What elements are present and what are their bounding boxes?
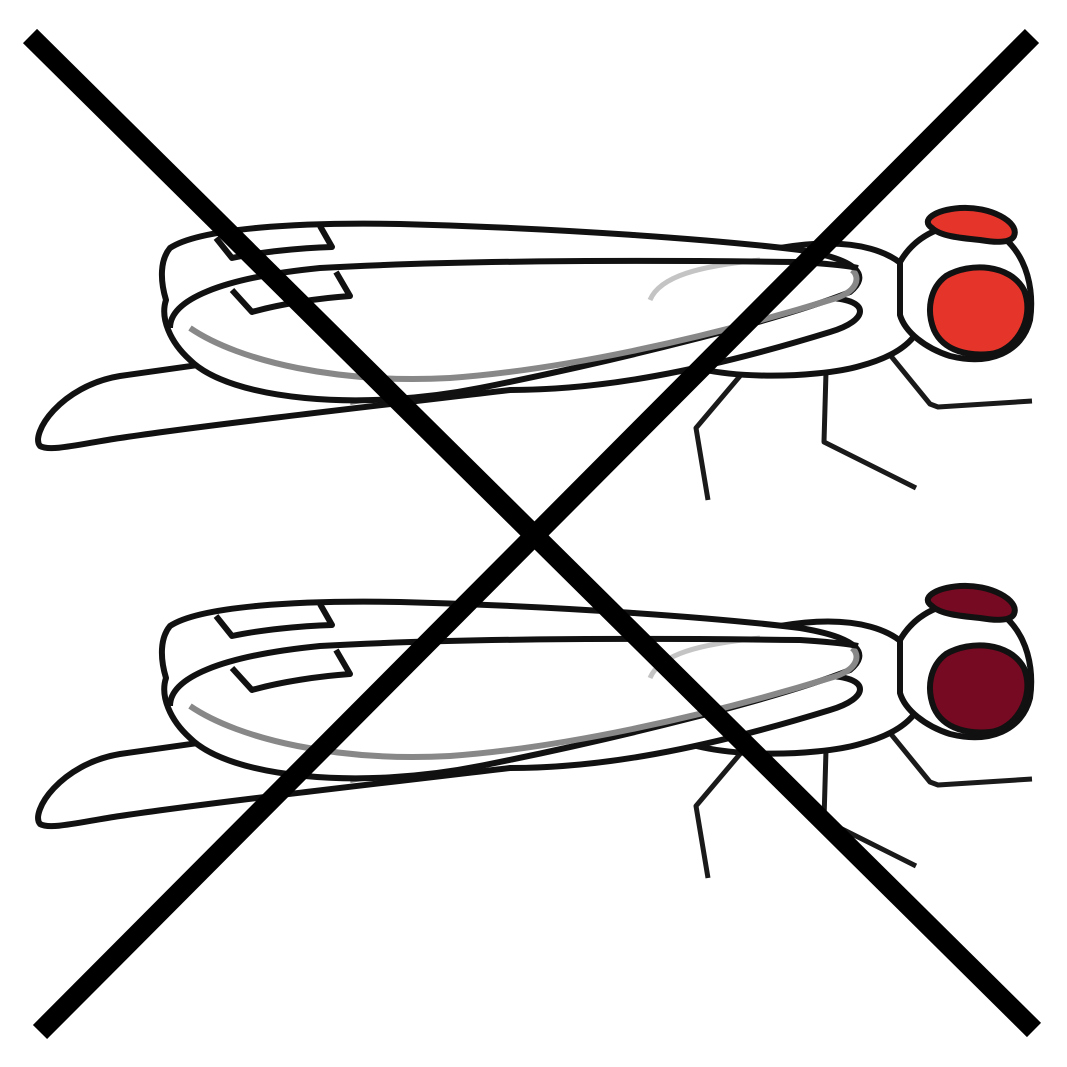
fly-bottom-part <box>693 752 742 879</box>
fly-bottom-part <box>213 602 335 639</box>
fly-bottom-part <box>229 648 353 693</box>
fly-bottom-part <box>884 726 1033 788</box>
fly-top-part <box>884 348 1033 410</box>
fly-top-part <box>188 267 860 382</box>
fly-top-eye <box>924 204 1018 245</box>
fly-bottom-eye <box>924 582 1018 623</box>
cross-stroke-ascending <box>32 28 1040 1040</box>
fly-top <box>35 204 1035 501</box>
fly-top-part <box>693 374 742 501</box>
fly-bottom-part <box>188 645 860 760</box>
fly-top-part <box>821 371 918 491</box>
fly-top-eye <box>927 264 1031 358</box>
fly-top-part <box>213 224 335 261</box>
fly-bottom-eye <box>927 642 1031 736</box>
fly-bottom-part <box>167 635 859 707</box>
fly-bottom <box>35 582 1035 879</box>
